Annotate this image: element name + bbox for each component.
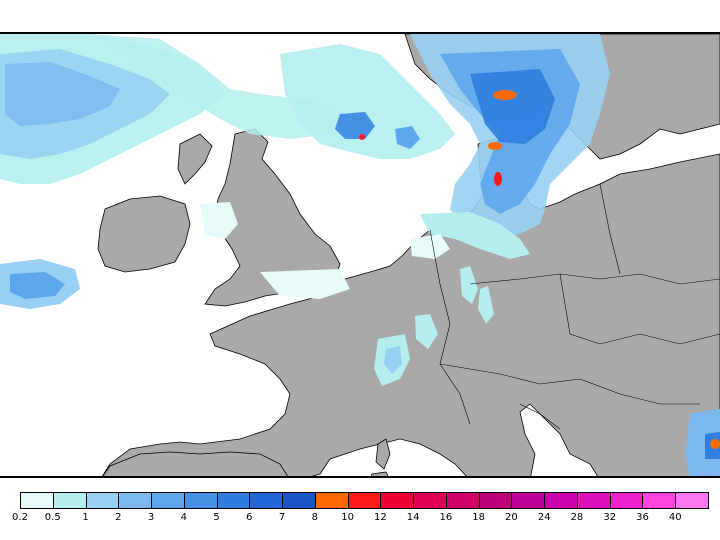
legend-swatch [478,492,513,509]
country-borders [429,183,720,430]
precip-benelux [410,234,450,259]
legend-tick-label: 28 [570,512,584,523]
precip-northsea-2 [395,126,420,149]
legend-swatch [151,492,185,509]
precip-atlantic-north-core [5,62,120,126]
legend-swatch [118,492,153,509]
legend-swatch [314,492,349,509]
legend-tick-label: 10 [341,512,354,523]
precip-balkans [685,409,720,476]
precip-irish-sea [200,202,238,239]
precipitation-overlay [0,34,720,476]
legend-swatch [347,492,382,509]
precip-kattegat-peak [494,172,502,186]
precip-balkans-peak [710,439,720,449]
legend-swatch [216,492,251,509]
precip-northsea-peak [359,134,365,140]
land-sardinia [370,471,389,476]
legend-tick-label: 0.2 [12,512,28,523]
precip-germany-stripe-2 [478,286,494,324]
precip-france-2-core [384,346,402,374]
legend-tick-label: 4 [180,512,187,523]
legend-swatch [576,492,611,509]
precip-germany-stripe-1 [460,266,478,304]
legend-tick-label: 1 [82,512,89,523]
legend-tick-label: 6 [246,512,253,523]
legend-tick-label: 7 [278,512,286,523]
land-corsica [375,438,391,470]
land-ireland [97,195,191,273]
legend-tick-label: 14 [406,512,420,523]
precip-norway-peak [493,90,517,100]
legend-tick-label: 0.5 [44,512,61,523]
legend-swatch [249,492,284,509]
legend-tick-label: 8 [311,512,319,523]
precip-france-1 [415,314,438,349]
legend-swatch [85,492,120,509]
legend-tick-label: 32 [603,512,617,523]
legend-swatch [183,492,218,509]
legend-swatch [511,492,546,509]
legend-swatch [609,492,644,509]
legend-swatch [675,492,709,509]
legend-tick-label: 3 [147,512,155,523]
legend-tick-label: 16 [439,512,453,523]
legend-swatch [413,492,447,509]
land-iberia [102,451,288,476]
legend-swatch [544,492,578,509]
legend-swatch [380,492,415,509]
legend-tick-label: 40 [668,512,682,523]
map-canvas [0,34,720,476]
legend-tick-label: 12 [374,512,387,523]
precipitation-map [0,32,720,478]
legend-tick-label: 24 [537,512,551,523]
legend-swatch [642,492,677,509]
precip-northsea-core [335,112,375,139]
legend-swatch [282,492,316,509]
precip-uk-channel [260,269,350,299]
legend-tick-label: 2 [115,512,122,523]
legend-tick-label: 18 [472,512,486,523]
legend-swatch [20,492,54,509]
precip-atlantic-west-core [10,272,65,299]
precip-skagerrak-peak [488,142,502,150]
precip-germany-north [420,212,530,259]
legend-swatch [52,492,87,509]
legend-tick-label: 36 [636,512,649,523]
land-scotland-islands [177,133,213,185]
legend-tick-label: 5 [213,512,220,523]
precip-atlantic-streak-2 [90,34,350,139]
precipitation-legend: 0.2 0.5 1 2 3 4 5 6 7 8 10 12 14 16 18 20 24 28 32 36 40 [0,488,720,540]
legend-swatch [445,492,480,509]
legend-tick-label: 20 [505,512,518,523]
precip-scandinavia-core [470,69,555,144]
